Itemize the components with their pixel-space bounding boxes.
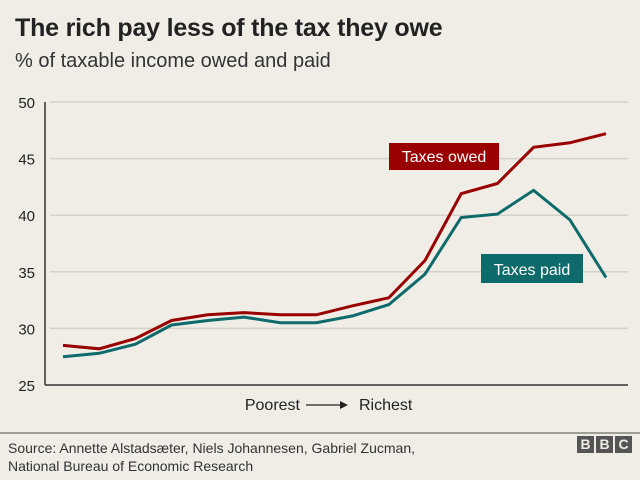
bbc-logo-letter: C xyxy=(615,436,632,453)
legend-taxes-paid: Taxes paid xyxy=(481,254,583,283)
series-line-taxes-owed xyxy=(62,132,607,351)
bbc-logo: B B C xyxy=(577,436,632,453)
source-note: Source: Annette Alstadsæter, Niels Johan… xyxy=(8,439,415,475)
footer-divider xyxy=(0,432,640,434)
series-line-taxes-paid xyxy=(62,188,608,359)
gridlines xyxy=(50,101,628,330)
x-label-richest: Richest xyxy=(359,397,413,414)
legend-owed-box xyxy=(389,143,499,170)
bbc-logo-letter: B xyxy=(596,436,613,453)
y-tick-label: 50 xyxy=(18,95,35,112)
chart-title: The rich pay less of the tax they owe xyxy=(15,14,443,42)
y-tick-label: 30 xyxy=(18,321,35,338)
source-line-1: Source: Annette Alstadsæter, Niels Johan… xyxy=(8,440,416,456)
x-axis-label: Poorest Richest xyxy=(245,397,413,414)
arrow-right-icon xyxy=(340,401,348,409)
legend-paid-label: Taxes paid xyxy=(494,262,571,279)
y-tick-label: 35 xyxy=(18,265,35,282)
chart-subtitle: % of taxable income owed and paid xyxy=(15,50,331,72)
line-chart: 25 30 35 40 45 50 Taxes owed Taxes paid Poore… xyxy=(18,95,628,414)
legend-taxes-owed: Taxes owed xyxy=(389,143,499,170)
y-tick-label: 45 xyxy=(18,152,35,169)
bbc-logo-letter: B xyxy=(577,436,594,453)
y-axis-ticks: 25 30 35 40 45 50 xyxy=(18,95,35,395)
legend-owed-label: Taxes owed xyxy=(402,149,487,166)
source-line-2: National Bureau of Economic Research xyxy=(8,458,254,474)
y-tick-label: 40 xyxy=(18,208,35,225)
legend-paid-box xyxy=(481,254,583,283)
x-label-poorest: Poorest xyxy=(245,397,301,414)
series-lines xyxy=(62,132,608,359)
y-tick-label: 25 xyxy=(18,378,35,395)
